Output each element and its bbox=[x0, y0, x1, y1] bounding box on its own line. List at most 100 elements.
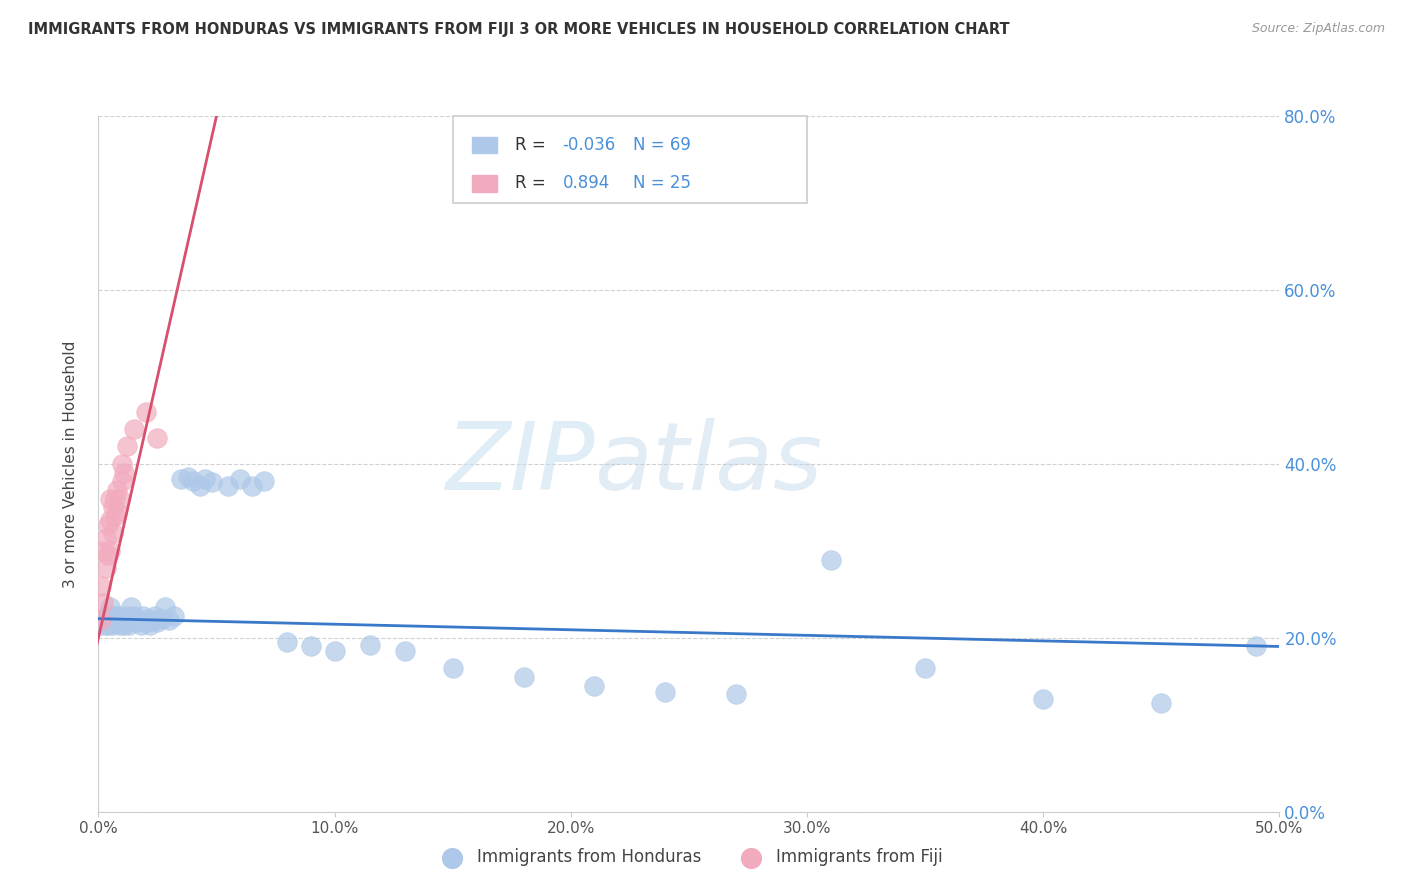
Point bbox=[394, 644, 416, 658]
Point bbox=[104, 508, 127, 523]
Point bbox=[101, 526, 124, 541]
Text: Source: ZipAtlas.com: Source: ZipAtlas.com bbox=[1251, 22, 1385, 36]
Point bbox=[108, 617, 131, 632]
Point bbox=[177, 470, 200, 484]
Point bbox=[90, 617, 112, 632]
Point bbox=[98, 600, 121, 615]
Point bbox=[181, 474, 204, 488]
Point bbox=[583, 679, 606, 693]
Point bbox=[101, 500, 124, 515]
Point bbox=[146, 431, 169, 445]
Point bbox=[150, 612, 173, 626]
Point bbox=[94, 609, 117, 624]
Point bbox=[94, 531, 117, 545]
Point bbox=[121, 600, 143, 615]
Point bbox=[101, 615, 124, 629]
Point bbox=[105, 615, 128, 629]
FancyBboxPatch shape bbox=[471, 136, 498, 153]
Point bbox=[94, 617, 117, 632]
Point bbox=[98, 609, 121, 624]
Point bbox=[153, 600, 176, 615]
Point bbox=[111, 612, 134, 626]
Point bbox=[98, 614, 121, 628]
Point bbox=[118, 617, 141, 632]
Point bbox=[108, 491, 131, 506]
Point bbox=[143, 609, 166, 624]
Point bbox=[98, 491, 121, 506]
Point bbox=[104, 614, 127, 628]
Point bbox=[157, 614, 180, 628]
Point bbox=[112, 466, 135, 480]
FancyBboxPatch shape bbox=[453, 116, 807, 203]
Point bbox=[97, 617, 120, 632]
Text: ZIP: ZIP bbox=[444, 418, 595, 509]
Point bbox=[253, 474, 276, 488]
Point bbox=[111, 474, 134, 488]
Point bbox=[188, 478, 211, 492]
Text: atlas: atlas bbox=[595, 418, 823, 509]
Point bbox=[122, 614, 145, 628]
Point bbox=[1032, 691, 1054, 706]
Point bbox=[135, 615, 157, 629]
Point bbox=[104, 609, 127, 624]
Point bbox=[108, 609, 131, 624]
Point bbox=[111, 457, 134, 471]
Text: R =: R = bbox=[516, 136, 551, 154]
Point bbox=[229, 473, 252, 487]
Point bbox=[97, 614, 120, 628]
Point bbox=[98, 513, 121, 527]
Point bbox=[91, 596, 114, 610]
Point bbox=[122, 609, 145, 624]
Point bbox=[163, 609, 186, 624]
Point bbox=[112, 617, 135, 632]
Point bbox=[136, 612, 159, 626]
Point bbox=[122, 422, 145, 436]
Point bbox=[146, 615, 169, 629]
Point bbox=[108, 614, 131, 628]
Point bbox=[914, 661, 936, 675]
Point bbox=[105, 483, 128, 497]
Point bbox=[725, 687, 748, 701]
FancyBboxPatch shape bbox=[471, 175, 498, 192]
Point bbox=[132, 609, 155, 624]
Text: -0.036: -0.036 bbox=[562, 136, 616, 154]
Point bbox=[104, 491, 127, 506]
Point bbox=[299, 640, 322, 654]
Point bbox=[101, 617, 124, 632]
Point bbox=[135, 405, 157, 419]
Point bbox=[91, 543, 114, 558]
Point bbox=[276, 635, 298, 649]
Legend: Immigrants from Honduras, Immigrants from Fiji: Immigrants from Honduras, Immigrants fro… bbox=[429, 842, 949, 873]
Point bbox=[105, 612, 128, 626]
Point bbox=[94, 561, 117, 575]
Point bbox=[359, 638, 381, 652]
Y-axis label: 3 or more Vehicles in Household: 3 or more Vehicles in Household bbox=[63, 340, 77, 588]
Point bbox=[115, 440, 138, 454]
Text: N = 25: N = 25 bbox=[634, 175, 692, 193]
Point bbox=[129, 617, 152, 632]
Point bbox=[142, 614, 165, 628]
Point bbox=[240, 478, 263, 492]
Point bbox=[1150, 696, 1173, 710]
Text: IMMIGRANTS FROM HONDURAS VS IMMIGRANTS FROM FIJI 3 OR MORE VEHICLES IN HOUSEHOLD: IMMIGRANTS FROM HONDURAS VS IMMIGRANTS F… bbox=[28, 22, 1010, 37]
Point bbox=[97, 548, 120, 562]
Point bbox=[125, 615, 148, 629]
Point bbox=[820, 552, 842, 566]
Text: R =: R = bbox=[516, 175, 551, 193]
Point bbox=[111, 615, 134, 629]
Point bbox=[118, 612, 141, 626]
Point bbox=[1244, 640, 1267, 654]
Text: N = 69: N = 69 bbox=[634, 136, 692, 154]
Point bbox=[90, 614, 112, 628]
Point bbox=[512, 670, 534, 684]
Point bbox=[115, 609, 138, 624]
Point bbox=[97, 517, 120, 532]
Point bbox=[128, 614, 150, 628]
Point bbox=[654, 684, 676, 698]
Point bbox=[115, 615, 138, 629]
Point bbox=[194, 473, 217, 487]
Point bbox=[170, 473, 193, 487]
Point bbox=[441, 661, 464, 675]
Point bbox=[201, 475, 224, 489]
Point bbox=[323, 644, 346, 658]
